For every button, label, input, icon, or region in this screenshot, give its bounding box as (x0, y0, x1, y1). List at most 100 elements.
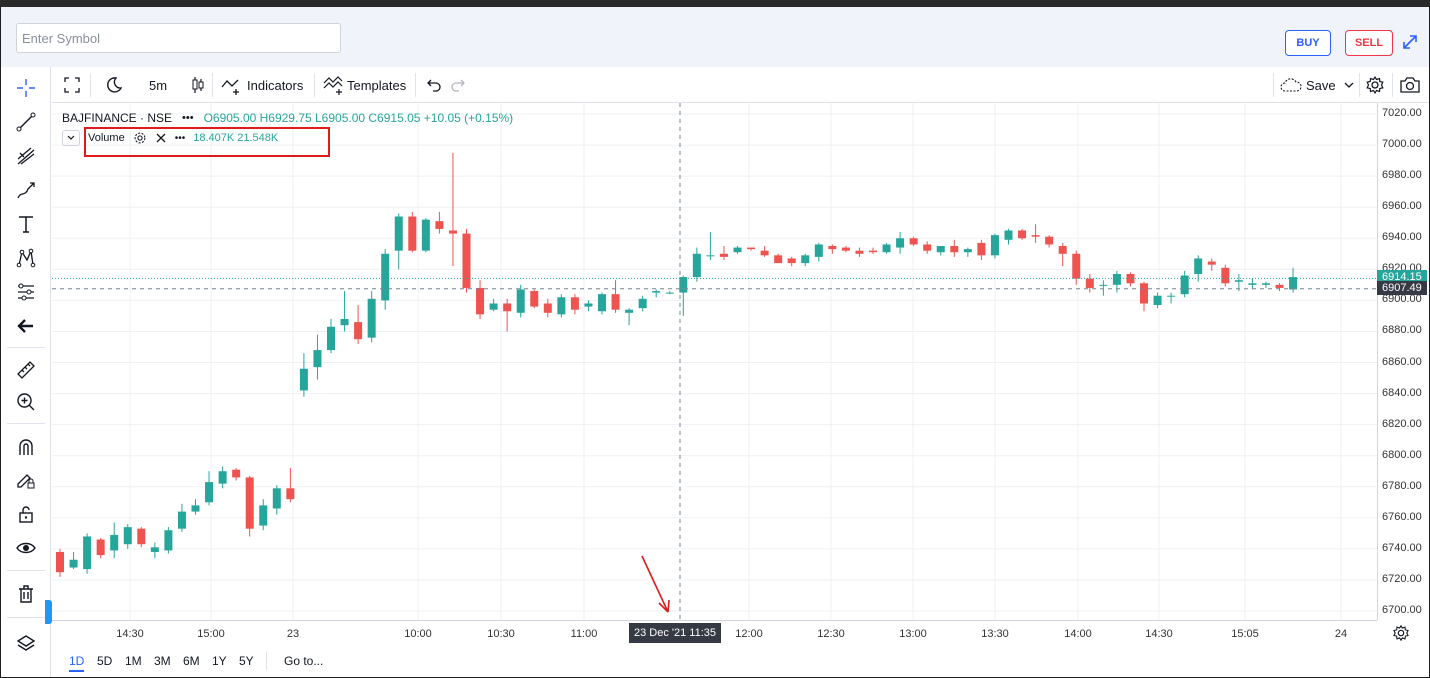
pitchfork-icon[interactable] (13, 143, 39, 169)
toolbar-divider (7, 347, 45, 348)
candle-up (1112, 273, 1121, 285)
close-icon[interactable] (155, 132, 167, 144)
volume-legend: Volume ••• 18.407K 21.548K (62, 130, 278, 146)
trash-icon[interactable] (13, 581, 39, 607)
layers-icon[interactable] (13, 631, 39, 657)
moon-icon[interactable] (104, 67, 124, 103)
range-1d[interactable]: 1D (69, 654, 85, 672)
templates-button[interactable]: Templates (322, 67, 406, 103)
candle-up (340, 319, 349, 326)
more-dots-icon[interactable]: ••• (174, 132, 186, 144)
candle-up (936, 246, 945, 253)
interval-selector[interactable]: 5m (149, 77, 168, 93)
toolbar-divider (314, 73, 315, 97)
candle-up (706, 255, 715, 257)
candle-down (828, 246, 837, 250)
axis-settings-icon[interactable] (1392, 624, 1410, 647)
candle-up (110, 534, 119, 551)
candle-down (570, 297, 579, 310)
candle-up (150, 547, 159, 552)
candle-up (69, 559, 78, 568)
collapse-legend-button[interactable] (62, 130, 80, 146)
back-arrow-icon[interactable] (13, 313, 39, 339)
candle-up (205, 482, 214, 503)
gear-icon[interactable] (1365, 67, 1385, 103)
range-6m[interactable]: 6M (183, 654, 200, 668)
save-label: Save (1306, 77, 1336, 93)
ruler-icon[interactable] (13, 357, 39, 383)
price-tick-label: 7020.00 (1382, 107, 1422, 119)
symbol-legend: BAJFINANCE · NSE ••• O6905.00 H6929.75 L… (62, 111, 513, 125)
range-1y[interactable]: 1Y (212, 654, 227, 668)
trend-line-icon[interactable] (13, 109, 39, 135)
fullscreen-icon[interactable] (62, 67, 82, 103)
price-tick-label: 6860.00 (1382, 355, 1422, 368)
range-3m[interactable]: 3M (154, 654, 171, 668)
price-tick-label: 7000.00 (1382, 138, 1422, 151)
candle-down (448, 230, 457, 234)
candlestick-chart[interactable] (52, 103, 1377, 620)
crosshair-price-tag: 6907.49 (1377, 280, 1427, 295)
candle-up (652, 291, 661, 293)
lock-icon[interactable] (13, 501, 39, 527)
annotation-arrow (641, 555, 670, 613)
buy-button[interactable]: BUY (1285, 30, 1331, 56)
price-axis[interactable]: 7020.00 7000.00 6980.00 6960.00 6940.00 6920.… (1377, 103, 1429, 620)
candle-down (1018, 230, 1027, 239)
range-1m[interactable]: 1M (125, 654, 142, 668)
time-axis[interactable]: 23 Dec '21 11:35 14:30 15:00 23 10:00 10:30 1… (52, 620, 1377, 646)
candle-up (381, 253, 390, 301)
volume-settings-icon[interactable] (133, 131, 147, 145)
time-tick-label: 13:30 (981, 628, 1009, 640)
indicators-button[interactable]: Indicators (220, 67, 303, 103)
candle-up (598, 294, 606, 312)
range-5y[interactable]: 5Y (239, 654, 254, 668)
more-dots-icon[interactable]: ••• (182, 112, 194, 124)
candle-up (123, 527, 132, 545)
chart-pane[interactable] (52, 103, 1377, 620)
magnet-icon[interactable] (13, 434, 39, 460)
time-tick-label: 15:05 (1231, 628, 1259, 640)
candle-up (733, 247, 742, 253)
candle-down (909, 238, 918, 245)
zoom-in-icon[interactable] (13, 389, 39, 415)
candle-down (787, 258, 796, 264)
expand-icon[interactable] (1401, 33, 1419, 51)
crosshair-icon[interactable] (13, 75, 39, 101)
price-tick-label: 6900.00 (1382, 293, 1422, 306)
candle-up (963, 249, 972, 253)
toolbar-divider (1392, 73, 1393, 97)
goto-button[interactable]: Go to... (284, 654, 324, 668)
prediction-icon[interactable] (13, 279, 39, 305)
undo-icon[interactable] (424, 67, 442, 103)
candle-up (1004, 230, 1013, 240)
range-5d[interactable]: 5D (97, 654, 113, 668)
time-tick-label: 24 (1334, 628, 1348, 640)
brush-icon[interactable] (13, 177, 39, 203)
time-tick-label: 12:30 (817, 628, 845, 640)
candle-up (638, 298, 647, 309)
eye-icon[interactable] (13, 535, 39, 561)
lock-pencil-icon[interactable] (13, 467, 39, 493)
toolbar-collapse-handle[interactable] (45, 600, 52, 624)
camera-icon[interactable] (1398, 67, 1422, 103)
pattern-icon[interactable] (13, 245, 39, 271)
toolbar-divider (7, 423, 45, 424)
save-button[interactable]: Save (1279, 67, 1356, 103)
text-tool-icon[interactable] (13, 211, 39, 237)
candle-up (218, 471, 227, 484)
sell-button[interactable]: SELL (1345, 30, 1393, 56)
symbol-search-input[interactable] (16, 23, 341, 53)
symbol-name[interactable]: BAJFINANCE · NSE (62, 111, 173, 125)
time-tick-label: 15:00 (197, 628, 225, 640)
time-tick-label: 11:00 (570, 628, 598, 640)
candle-down (760, 250, 769, 256)
toolbar-divider (7, 570, 45, 571)
chevron-down-icon (67, 135, 75, 140)
candle-down (1058, 246, 1067, 254)
candle-down (1275, 284, 1284, 288)
candle-down (435, 221, 444, 229)
candles-icon[interactable] (188, 67, 208, 103)
candle-up (801, 255, 810, 264)
candle-up (1194, 258, 1203, 274)
